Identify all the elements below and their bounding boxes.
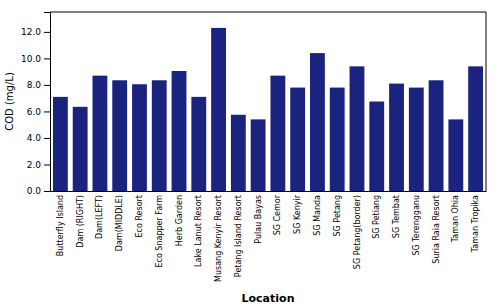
x-tick-label: SG Petang(border) — [353, 195, 362, 269]
x-tick: Herb Garden — [175, 195, 184, 246]
x-tick: SG Petang(border) — [353, 195, 362, 269]
x-tick: Pulau Bayas — [254, 195, 263, 244]
bar — [211, 28, 226, 191]
y-tick-label: 4.0 — [27, 133, 42, 143]
bar — [172, 71, 187, 191]
bar — [132, 84, 147, 191]
x-tick-label: Butterfly Island — [56, 195, 65, 256]
bar — [112, 80, 127, 191]
y-tick: 10.0 — [21, 54, 50, 64]
y-tick-label: 8.0 — [27, 80, 42, 90]
bar — [73, 107, 88, 191]
x-tick: SG Petiang — [372, 195, 381, 239]
x-tick-label: Dam(LEFT) — [95, 195, 104, 239]
plot: 0.0 2.0 4.0 6.0 8.0 10.0 12.0 Butterfly Island D… — [21, 12, 487, 282]
y-axis: 0.0 2.0 4.0 6.0 8.0 10.0 12.0 — [21, 13, 51, 197]
x-tick-label: SG Tembat — [392, 195, 401, 238]
x-tick: Dam(LEFT) — [95, 195, 104, 239]
y-axis-title: COD (mg/L) — [4, 72, 15, 131]
x-tick: SG Petang — [333, 195, 342, 236]
y-tick-label: 6.0 — [27, 107, 42, 117]
y-tick-label: 2.0 — [27, 160, 42, 170]
bar — [448, 119, 463, 191]
y-tick: 4.0 — [27, 133, 50, 143]
x-tick: Suria Raia Resort — [432, 195, 441, 264]
bar — [330, 88, 345, 191]
bar — [152, 80, 167, 191]
x-tick-label: Musang Kenyir Resort — [214, 195, 223, 282]
x-tick-label: Taman Tropika — [471, 195, 480, 253]
bar — [191, 97, 206, 191]
x-tick: Eco Snapper Farm — [155, 195, 164, 268]
x-tick: SG Terengganu — [412, 195, 421, 256]
bar — [53, 97, 68, 191]
x-tick: Eco Resort — [135, 195, 144, 238]
x-axis-title: Location — [242, 292, 295, 305]
x-tick-label: Petang Island Resort — [234, 195, 243, 277]
y-tick-label: 10.0 — [21, 54, 41, 64]
x-tick-label: SG Kenyir — [293, 194, 302, 234]
bar — [468, 66, 483, 191]
bar — [409, 88, 424, 191]
y-tick-mark — [44, 138, 50, 139]
x-tick: SG Manda — [313, 195, 322, 236]
bar — [310, 53, 325, 191]
y-tick-mark — [44, 58, 50, 59]
bar — [369, 102, 384, 192]
y-tick-mark — [44, 32, 50, 33]
x-tick: SG Tembat — [392, 195, 401, 238]
x-tick-label: Dam (RIGHT) — [76, 195, 85, 248]
y-tick: 2.0 — [27, 160, 50, 170]
y-axis-line — [44, 13, 51, 192]
x-tick-label: Herb Garden — [175, 195, 184, 246]
x-tick-label: Dam(MIDDLE) — [115, 195, 124, 251]
x-tick: Taman Tropika — [471, 195, 480, 253]
bar — [350, 66, 365, 191]
bars — [53, 28, 483, 191]
y-tick-mark — [44, 111, 50, 112]
x-tick-label: Suria Raia Resort — [432, 195, 441, 264]
y-tick: 6.0 — [27, 107, 50, 117]
bar — [231, 115, 246, 191]
bar — [429, 80, 444, 191]
x-tick-label: Eco Snapper Farm — [155, 195, 164, 268]
x-tick-label: SG Petang — [333, 195, 342, 236]
y-tick: 0.0 — [27, 186, 50, 196]
y-tick: 12.0 — [21, 27, 50, 37]
x-tick: Dam(MIDDLE) — [115, 195, 124, 251]
frame-right — [486, 12, 487, 191]
x-tick-label: Pulau Bayas — [254, 195, 263, 244]
x-tick: SG Kenyir — [293, 194, 302, 234]
y-tick-mark — [44, 85, 50, 86]
bar — [290, 88, 305, 191]
x-tick: Petang Island Resort — [234, 195, 243, 277]
x-tick: Dam (RIGHT) — [76, 195, 85, 248]
x-tick: Butterfly Island — [56, 195, 65, 256]
y-tick-mark — [44, 191, 50, 192]
x-tick-label: Lake Lanut Resort — [194, 195, 203, 267]
bar — [93, 76, 108, 191]
y-tick: 8.0 — [27, 80, 50, 90]
bar — [389, 84, 404, 191]
x-tick: Lake Lanut Resort — [194, 195, 203, 267]
x-tick: SG Cemor — [273, 194, 282, 235]
x-tick-label: Eco Resort — [135, 195, 144, 238]
x-tick: Taman Ohia — [451, 195, 460, 243]
y-tick-label: 0.0 — [27, 186, 42, 196]
x-axis: Butterfly Island Dam (RIGHT) Dam(LEFT) Dam(… — [51, 192, 487, 282]
bar — [270, 76, 285, 191]
x-tick-label: SG Petiang — [372, 195, 381, 239]
x-axis-line — [51, 191, 487, 192]
y-tick-label: 12.0 — [21, 27, 41, 37]
chart: 0.0 2.0 4.0 6.0 8.0 10.0 12.0 Butterfly Island D… — [0, 0, 500, 308]
x-tick: Musang Kenyir Resort — [214, 195, 223, 282]
x-tick-label: Taman Ohia — [451, 195, 460, 243]
y-tick-mark — [44, 164, 50, 165]
x-tick-label: SG Manda — [313, 195, 322, 236]
x-tick-label: SG Cemor — [273, 194, 282, 235]
x-tick-label: SG Terengganu — [412, 195, 421, 256]
frame-top — [50, 12, 486, 13]
bar — [251, 119, 266, 191]
